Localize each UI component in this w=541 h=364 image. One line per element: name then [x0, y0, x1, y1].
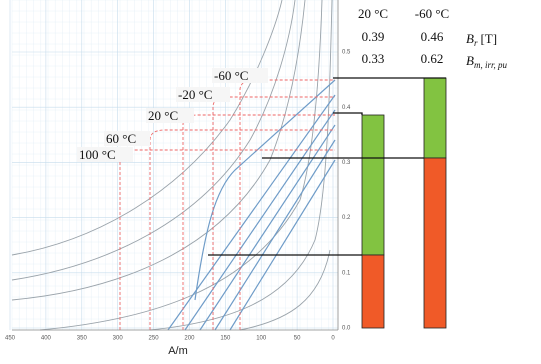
blue-line [184, 109, 336, 331]
gray-curve [149, 0, 333, 331]
blue-line [199, 124, 336, 331]
red-curve [149, 129, 335, 330]
subscript: r [474, 38, 478, 48]
unit: [T] [480, 31, 497, 46]
x-tick-label: 450 [5, 336, 16, 342]
temp-label: -20 °C [178, 87, 212, 102]
gray-curve [11, 0, 283, 256]
x-tick-label: 300 [113, 336, 124, 342]
label-bg [212, 68, 268, 83]
column-header: -60 °C [415, 6, 449, 21]
bar-green [361, 114, 385, 256]
gray-curve [39, 0, 323, 331]
y-tick-label: 0.3 [342, 160, 351, 166]
bar-green [423, 77, 447, 159]
label-bg [104, 131, 150, 146]
blue-line [194, 79, 336, 301]
y-tick-label: 0.0 [342, 326, 351, 332]
x-axis-label: A/m [168, 345, 188, 357]
temp-label: 100 °C [79, 147, 116, 162]
bar-orange [361, 254, 385, 329]
cell: 0.62 [421, 51, 444, 66]
gray-curves [11, 0, 333, 331]
connectors [208, 77, 446, 256]
plot-area [9, 0, 339, 331]
x-tick-label: 50 [294, 336, 301, 342]
x-tick-label: 150 [220, 336, 231, 342]
temp-label: 60 °C [106, 131, 136, 146]
x-tick-label: 250 [149, 336, 160, 342]
cell: 0.46 [421, 29, 444, 44]
x-tick-label: 100 [256, 336, 267, 342]
label-bg [176, 87, 230, 102]
gray-curve [11, 0, 296, 281]
y-tick-label: 0.1 [342, 270, 351, 276]
cell: 0.33 [362, 51, 385, 66]
row-symbol: Bm, irr, pu [466, 53, 507, 70]
temp-label: -60 °C [214, 68, 248, 83]
gray-curve [239, 249, 331, 331]
bars [361, 77, 447, 329]
connector [333, 112, 363, 115]
gray-curve [11, 0, 306, 301]
temp-label: 20 °C [148, 108, 178, 123]
symbol: B [466, 53, 474, 68]
cell: 0.39 [362, 29, 385, 44]
x-tick-label: 200 [184, 336, 195, 342]
red-curve [182, 114, 335, 330]
table: 20 °C -60 °C 0.39 0.46 0.33 0.62 Br [T] B… [358, 6, 508, 70]
label-bg [146, 108, 194, 123]
blue-line [214, 139, 336, 331]
blue-lines [167, 79, 336, 331]
y-tick-label: 0.4 [342, 105, 351, 111]
y-tick-label: 0.2 [342, 215, 351, 221]
y-tick-label: 0.5 [342, 50, 351, 56]
x-tick-label: 400 [41, 336, 52, 342]
x-tick-label: 0 [331, 336, 335, 342]
symbol: B [466, 31, 474, 46]
x-tick-label: 350 [77, 336, 88, 342]
temperature-labels: -60 °C -20 °C 20 °C 60 °C 100 °C [77, 68, 268, 162]
column-header: 20 °C [358, 6, 388, 21]
bar-orange [423, 157, 447, 329]
label-bg [77, 147, 133, 162]
subscript: m, irr, pu [474, 60, 508, 70]
row-symbol: Br [T] [466, 31, 497, 48]
blue-line [229, 159, 336, 331]
